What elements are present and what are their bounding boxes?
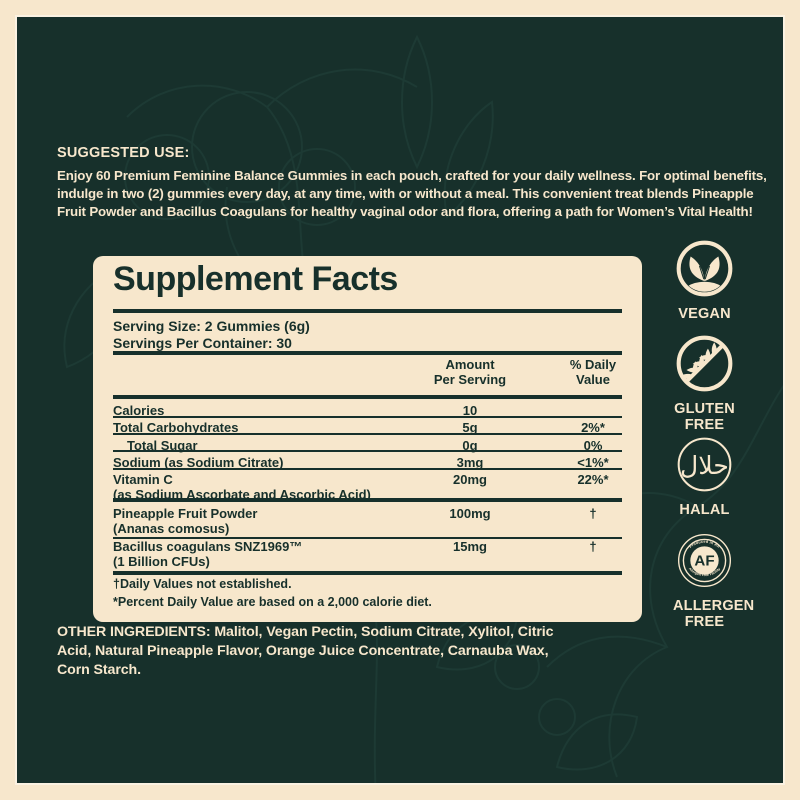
svg-text:AF: AF — [694, 553, 714, 570]
svg-text:حلال: حلال — [680, 452, 729, 480]
